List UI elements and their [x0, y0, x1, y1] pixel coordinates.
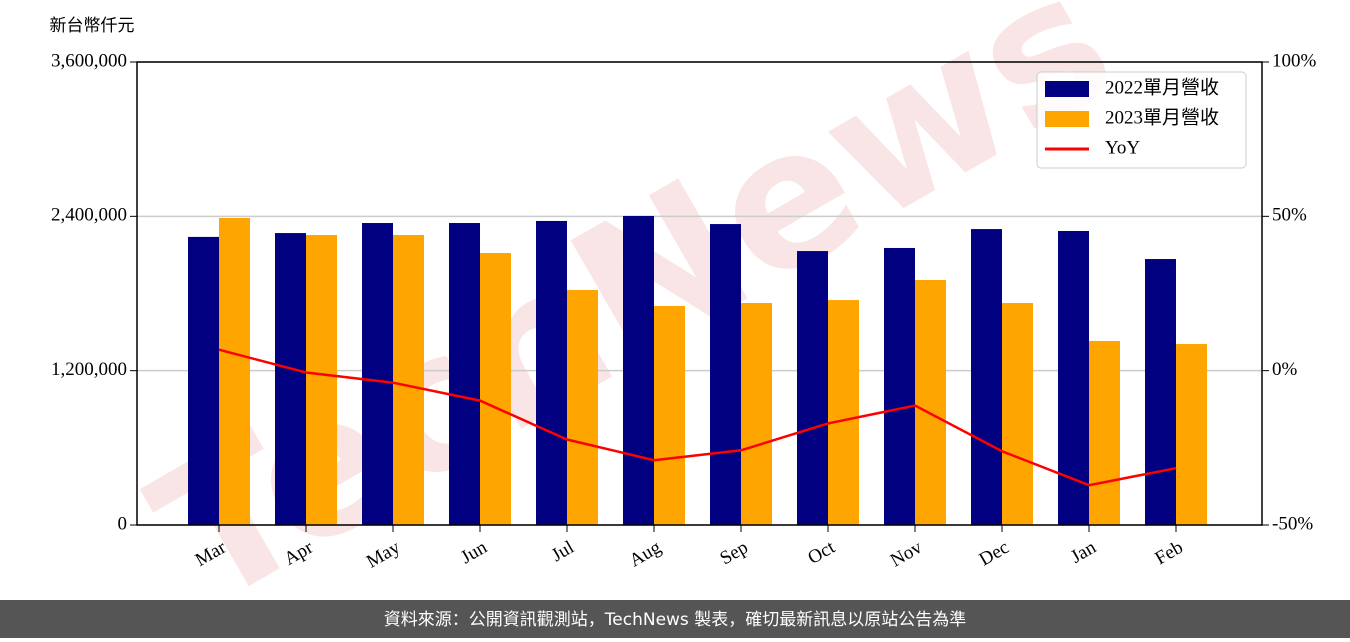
y2-tick-label: 100%	[1272, 50, 1317, 71]
bar	[188, 236, 219, 525]
bar	[797, 251, 828, 525]
bar	[480, 252, 511, 526]
bar	[393, 234, 424, 526]
y-tick-label: 3,600,000	[51, 50, 127, 71]
bar	[710, 224, 741, 526]
bar	[362, 223, 393, 525]
x-tick-label: Dec	[976, 537, 1013, 570]
bar	[915, 279, 946, 525]
bar	[275, 233, 306, 525]
bar	[449, 223, 480, 525]
legend-label: 2022單月營收	[1105, 76, 1219, 98]
x-tick-label: Oct	[804, 537, 839, 569]
x-tick-label: Sep	[716, 537, 751, 569]
y-tick-label: 2,400,000	[51, 205, 127, 226]
bar	[828, 300, 859, 525]
bar	[623, 215, 654, 525]
x-tick-label: Jan	[1067, 537, 1100, 568]
x-tick-label: Feb	[1151, 537, 1186, 569]
legend-label: YoY	[1105, 137, 1140, 158]
y2-tick-label: 0%	[1272, 359, 1298, 380]
x-tick-label: Nov	[887, 537, 926, 572]
bar	[567, 290, 598, 525]
y2-tick-label: 50%	[1272, 205, 1307, 226]
plot-frame	[136, 61, 1263, 526]
bar	[306, 234, 337, 526]
y2-tick-label: -50%	[1272, 513, 1313, 534]
y-tick-label: 1,200,000	[51, 359, 127, 380]
bar	[536, 220, 567, 526]
bar	[654, 305, 685, 525]
bar	[1176, 344, 1207, 525]
footer-bar	[0, 600, 1350, 638]
bar	[1058, 230, 1089, 525]
y-tick-label: 0	[118, 513, 128, 534]
x-tick-label: Jun	[457, 537, 491, 569]
legend-box	[1036, 71, 1247, 169]
bar	[1145, 259, 1176, 525]
footer: 資料來源：公開資訊觀測站，TechNews 製表，確切最新訊息以原站公告為準	[384, 610, 966, 630]
bar	[1002, 303, 1033, 525]
yoy-line	[218, 348, 1177, 487]
bar	[971, 229, 1002, 525]
bar	[741, 303, 772, 525]
x-tick-label: Aug	[626, 537, 665, 572]
legend-label: 2023單月營收	[1105, 106, 1219, 128]
bar	[1089, 340, 1120, 525]
bar	[884, 247, 915, 525]
legend-swatch	[1045, 81, 1089, 97]
bar	[219, 218, 250, 525]
y-axis-label: 新台幣仟元	[50, 16, 135, 36]
x-tick-label: Jul	[548, 537, 578, 566]
legend-swatch	[1045, 111, 1089, 127]
